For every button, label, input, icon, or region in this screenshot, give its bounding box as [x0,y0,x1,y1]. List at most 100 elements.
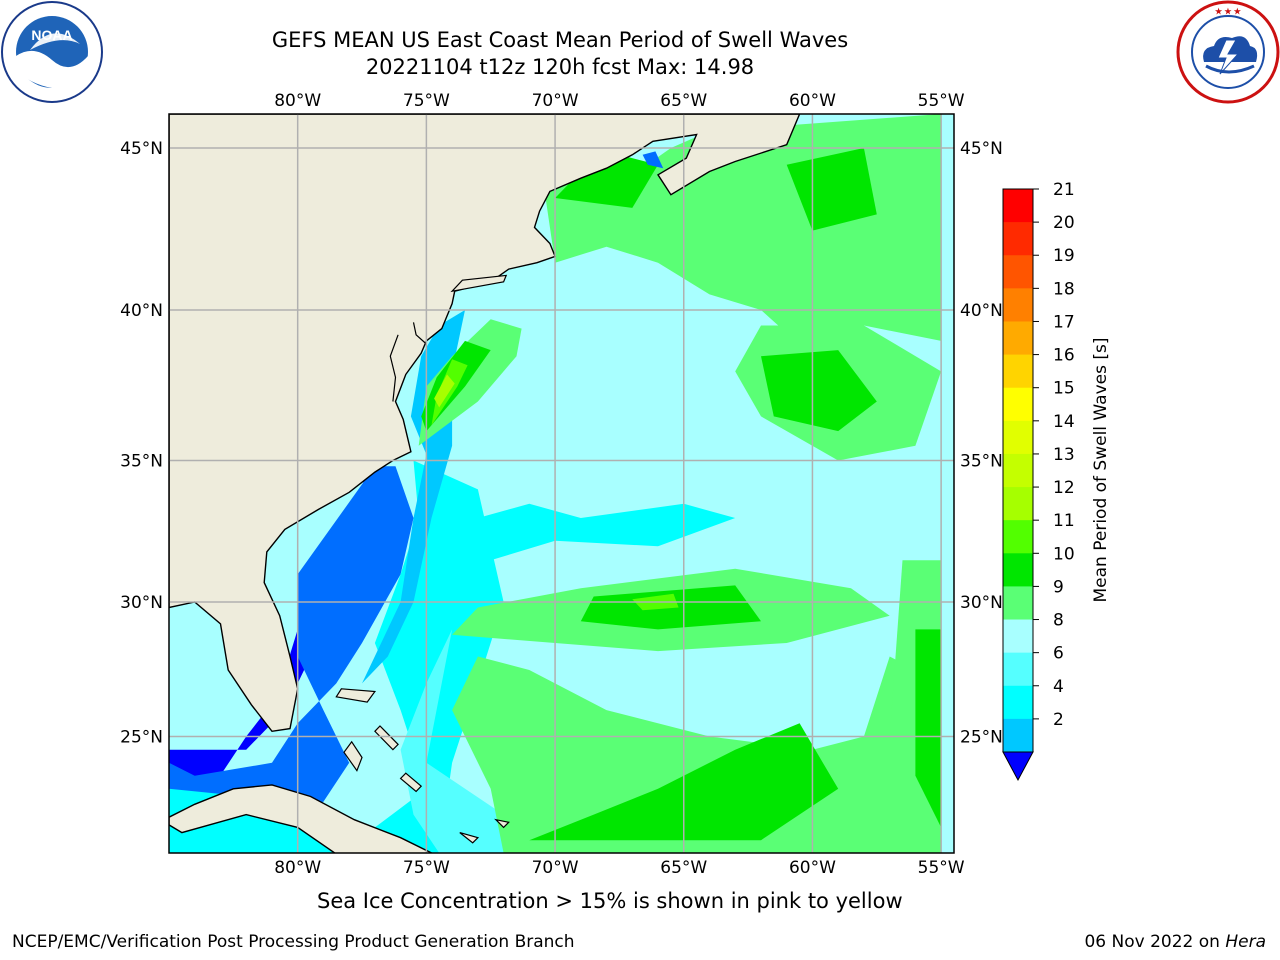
field-region [761,350,877,432]
lat-label-left: 25°N [120,728,163,748]
lon-label-top: 70°W [532,91,579,111]
map-gridlines [169,114,954,853]
colorbar-segment [1003,586,1033,621]
lon-label-top: 80°W [274,91,321,111]
chart-subtitle: 20221104 t12z 120h fcst Max: 14.98 [365,55,755,79]
lon-label-bottom: 75°W [403,858,450,878]
map-axis-labels: 80°W 80°W 75°W 75°W 70°W 70°W 65°W 65°W 60°W 60°W… [120,91,1003,878]
field-region [418,319,522,446]
field-region [477,503,736,561]
long-island [450,274,508,293]
colorbar-tick-label: 16 [1053,346,1075,366]
colorbar-segment [1003,189,1033,223]
lon-label-top: 65°W [660,91,707,111]
colorbar-tick-label: 6 [1053,644,1064,664]
colorbar-tick-label: 15 [1053,379,1075,399]
colorbar-tick-label: 11 [1053,511,1075,531]
field-region [452,656,942,853]
lat-label-left: 35°N [120,451,163,471]
colorbar-segment [1003,652,1033,687]
colorbar-segment [1003,718,1033,753]
colorbar-tick-label: 9 [1053,577,1064,597]
north-america-land [169,114,801,733]
lon-label-bottom: 70°W [532,858,579,878]
lon-label-bottom: 80°W [274,858,321,878]
map-frame [168,113,955,854]
lat-label-right: 35°N [960,451,1003,471]
colorbar-tick-label: 8 [1053,611,1064,631]
map-area [169,114,954,853]
colorbar-segment [1003,453,1033,488]
colorbar-tick-label: 19 [1053,246,1075,266]
colorbar-segment [1003,487,1033,521]
field-region [555,154,658,208]
swell-period-field [169,114,942,853]
island [343,740,363,772]
field-region [169,466,414,828]
field-region [642,151,664,169]
noaa-logo-icon: NOAA [1,1,103,103]
colorbar-tick-label: 20 [1053,213,1075,233]
footer-credit: NCEP/EMC/Verification Post Processing Pr… [12,932,575,952]
colorbar-tick-label: 12 [1053,478,1075,498]
lat-label-left: 30°N [120,593,163,613]
colorbar-extend [1002,751,1034,782]
nws-logo-icon: ★ ★ ★ [1176,0,1280,104]
colorbar-segment [1003,420,1033,455]
lat-label-left: 40°N [120,301,163,321]
footer-date: 06 Nov 2022 on Hera [1084,932,1266,952]
chart-title: GEFS MEAN US East Coast Mean Period of S… [271,28,849,52]
lat-label-right: 45°N [960,139,1003,159]
island [335,688,377,703]
footer-date-text: 06 Nov 2022 on [1084,932,1220,952]
lat-label-left: 45°N [120,139,163,159]
footer-host: Hera [1225,932,1266,952]
lat-label-right: 30°N [960,593,1003,613]
island [459,832,480,844]
island [399,772,423,793]
chesapeake-bay [389,334,399,402]
colorbar-tick-label: 18 [1053,279,1075,299]
lat-label-right: 25°N [960,728,1003,748]
colorbar-segment [1003,387,1033,422]
colorbar-segment [1003,321,1033,356]
lon-label-top: 60°W [789,91,836,111]
colorbar-label: Mean Period of Swell Waves [s] [1091,338,1111,603]
field-region [786,148,877,231]
noaa-logo-text: NOAA [31,27,72,43]
colorbar-tick-label: 13 [1053,445,1075,465]
colorbar-tick-label: 4 [1053,677,1064,697]
colorbar-tick-label: 21 [1053,180,1075,200]
lon-label-top: 55°W [918,91,965,111]
delaware-bay [412,322,427,345]
colorbar-segment [1003,222,1033,256]
colorbar-segment [1003,520,1033,554]
sea-ice-note: Sea Ice Concentration > 15% is shown in … [317,889,903,913]
svg-text:★ ★ ★: ★ ★ ★ [1215,7,1242,16]
colorbar: 21 20 19 18 17 16 15 14 13 12 11 10 9 8 6 4 2 [1002,180,1075,782]
colorbar-segment [1003,255,1033,289]
colorbar-frame [1002,188,1034,753]
lat-label-right: 40°N [960,301,1003,321]
lon-label-bottom: 60°W [789,858,836,878]
island [494,818,510,829]
colorbar-segment [1003,354,1033,389]
colorbar-segment [1003,553,1033,587]
field-region [400,629,556,853]
land-masses [169,114,801,853]
cuba-land [169,784,434,853]
lon-label-bottom: 65°W [660,858,707,878]
colorbar-tick-label: 2 [1053,710,1064,730]
lon-label-bottom: 55°W [918,858,965,878]
colorbar-tick-label: 14 [1053,412,1075,432]
island [374,725,399,751]
colorbar-segment [1003,619,1033,654]
field-region [169,460,388,853]
field-region [915,629,942,828]
colorbar-segment [1003,685,1033,720]
colorbar-segment [1003,288,1033,322]
colorbar-tick-label: 17 [1053,312,1075,332]
colorbar-tick-label: 10 [1053,544,1075,564]
field-region [431,359,468,426]
